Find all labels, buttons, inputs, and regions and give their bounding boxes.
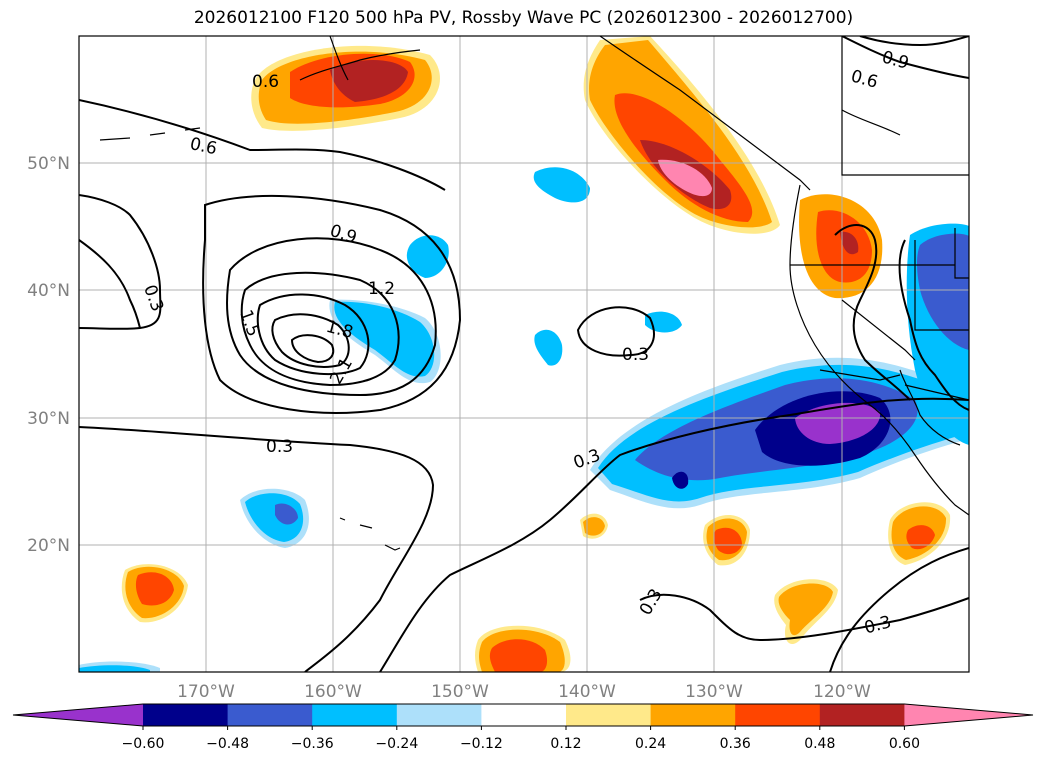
colorbar-tick-label: −0.12 [460,736,503,752]
contour-label: 1.2 [368,279,395,299]
colorbar-tick-label: 0.48 [804,736,835,752]
contour-label: 0.3 [622,345,649,365]
colorbar-segment [227,704,313,726]
colorbar-extend-low [13,704,143,726]
lon-label: 160°W [304,682,362,702]
lon-label: 170°W [177,682,235,702]
colorbar-tick-label: 0.12 [550,736,581,752]
contour-label: 0.3 [266,437,293,457]
contour-label: 0.6 [252,72,279,92]
colorbar-segment [819,704,905,726]
colorbar-segment [312,704,398,726]
colorbar-extend-high [904,704,1033,726]
lat-label: 50°N [27,154,70,174]
lon-label: 140°W [558,682,616,702]
colorbar-tick-label: −0.48 [206,736,249,752]
latitude-labels: 50°N 40°N 30°N 20°N [27,154,70,556]
map-frame [78,35,970,673]
colorbar-tick-label: −0.24 [375,736,418,752]
colorbar-segment [650,704,736,726]
map-title: 2026012100 F120 500 hPa PV, Rossby Wave … [193,8,854,28]
longitude-labels: 170°W 160°W 150°W 140°W 130°W 120°W [177,682,871,702]
colorbar-segment [396,704,482,726]
colorbar-tick-label: −0.60 [122,736,165,752]
colorbar: −0.60 −0.48 −0.36 −0.24 −0.12 0.12 0.24 0.36 0.4… [12,703,1034,752]
map-plot-area: 0.6 0.6 0.9 0.6 0.9 1.2 1.5 1.8 2.1 0.3 … [79,36,969,672]
lon-label: 150°W [431,682,489,702]
lat-label: 20°N [27,536,70,556]
lon-label: 120°W [813,682,871,702]
lat-label: 40°N [27,281,70,301]
colorbar-segment [143,704,229,726]
pv-anomaly-shading [79,36,969,672]
colorbar-segment [735,704,821,726]
lat-label: 30°N [27,409,70,429]
colorbar-tick-label: −0.36 [291,736,334,752]
colorbar-tick-label: 0.36 [720,736,751,752]
colorbar-tick-label: 0.24 [635,736,666,752]
pv-contours [79,36,969,672]
coastlines [99,36,969,551]
colorbar-segment [566,704,652,726]
lon-label: 130°W [685,682,743,702]
colorbar-tick-label: 0.60 [889,736,920,752]
colorbar-segment [481,704,567,726]
